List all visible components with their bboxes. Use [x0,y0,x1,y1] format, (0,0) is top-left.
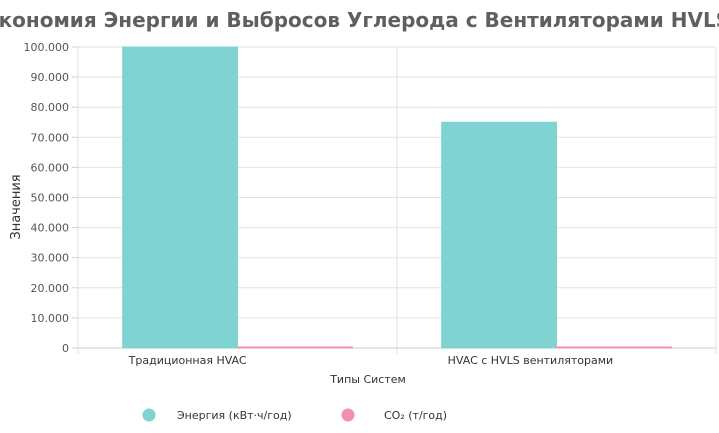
bar-co2-1 [237,346,353,349]
x-tick-label: HVAC с HVLS вентиляторами [448,354,614,367]
bars [122,46,672,349]
y-tick-label: 60.000 [31,161,70,174]
y-tick-label: 20.000 [31,282,70,295]
x-axis-label: Типы Систем [329,373,406,386]
legend-marker-co2 [341,408,355,422]
y-tick-label: 100.000 [24,41,70,54]
y-tick-label: 70.000 [31,131,70,144]
bar-co2-2 [556,346,672,349]
bar-energy-1 [122,46,238,349]
y-tick-label: 10.000 [31,312,70,325]
legend: Энергия (кВт·ч/год) CO₂ (т/год) [142,408,447,422]
x-axis: Традиционная HVAC HVAC с HVLS вентилятора… [128,354,614,367]
legend-label-energy: Энергия (кВт·ч/год) [177,409,292,422]
y-tick-label: 40.000 [31,222,70,235]
bar-energy-2 [441,121,557,349]
y-tick-label: 80.000 [31,101,70,114]
y-tick-label: 0 [62,342,69,355]
y-tick-label: 90.000 [31,71,70,84]
chart-title: Экономия Энергии и Выбросов Углерода с В… [0,8,719,32]
y-tick-label: 30.000 [31,252,70,265]
legend-label-co2: CO₂ (т/год) [384,409,447,422]
y-tick-label: 50.000 [31,192,70,205]
legend-marker-energy [142,408,156,422]
y-axis-label: Значения [9,174,24,239]
x-tick-label: Традиционная HVAC [128,354,247,367]
y-axis: 0 10.000 20.000 30.000 40.000 50.000 60.000 70.… [24,41,78,355]
